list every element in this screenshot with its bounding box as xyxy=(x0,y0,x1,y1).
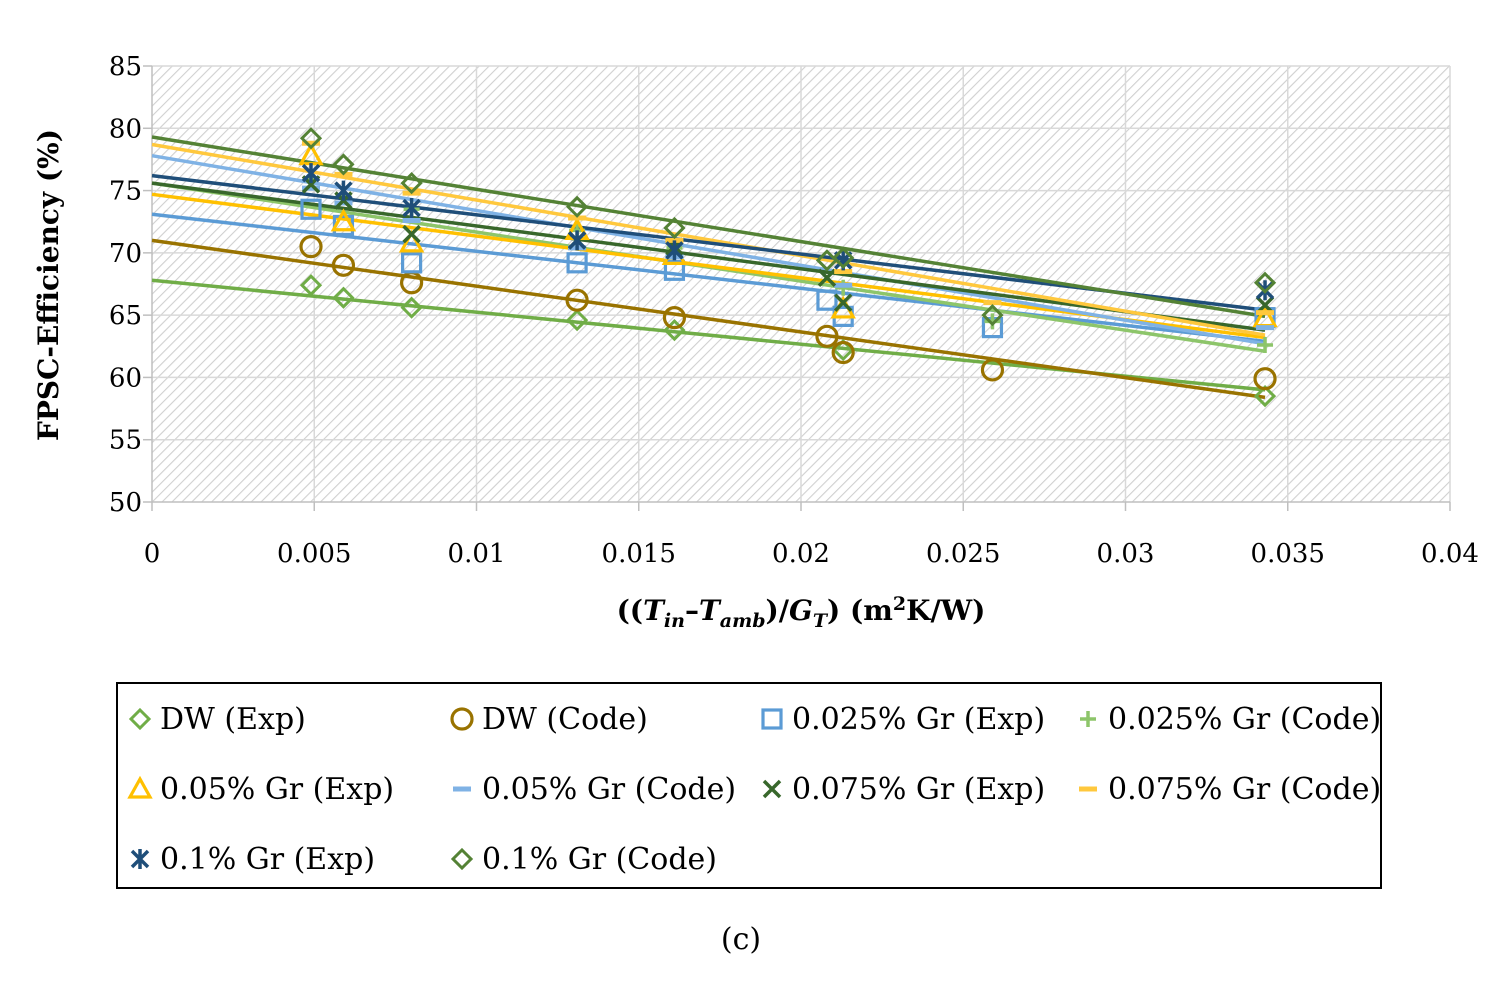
x-title-part: T xyxy=(643,594,666,627)
legend-label-1: DW (Code) xyxy=(482,702,648,737)
point-series-0 xyxy=(299,274,323,297)
x-title-part: in xyxy=(664,610,685,632)
point-series-9 xyxy=(299,127,323,150)
x-title-part: 2 xyxy=(893,593,906,615)
legend-marker-3 xyxy=(1080,711,1096,727)
point-series-3 xyxy=(984,313,1001,330)
legend-marker-8 xyxy=(130,849,150,869)
data-points xyxy=(298,127,1278,408)
tick-labels: 50 55 60 65 70 75 80 85 0 0.005 0.01 0.015 0.02 0.025… xyxy=(109,52,1479,569)
legend: DW (Exp) DW (Code) 0.025% Gr (Exp) 0.025% G… xyxy=(127,702,1381,877)
x-title-part: amb xyxy=(720,610,766,632)
point-series-8 xyxy=(334,180,353,201)
y-axis-title: FPSC-Efficiency (%) xyxy=(32,129,65,441)
point-series-0 xyxy=(565,309,589,332)
point-series-0 xyxy=(332,286,355,309)
x-axis-title: ((Tin–Tamb)/GT) (m2K/W) xyxy=(617,593,986,632)
x-tick-label: 0.02 xyxy=(772,539,830,569)
point-series-6 xyxy=(402,224,421,244)
x-title-part: K/W) xyxy=(906,594,985,627)
legend-marker-6 xyxy=(762,779,782,799)
y-tick-label: 60 xyxy=(109,363,142,393)
point-series-9 xyxy=(565,195,589,218)
point-series-1 xyxy=(565,288,589,312)
point-series-1 xyxy=(331,253,356,277)
y-tick-label: 80 xyxy=(109,114,142,144)
point-series-9 xyxy=(332,153,355,176)
legend-marker-2 xyxy=(761,708,783,730)
x-title-part: ) (m xyxy=(827,594,893,627)
point-series-2 xyxy=(663,259,686,281)
figure-caption: (c) xyxy=(721,922,761,957)
legend-label-3: 0.025% Gr (Code) xyxy=(1108,702,1381,737)
point-series-1 xyxy=(815,324,839,348)
point-series-0 xyxy=(1253,384,1277,408)
point-series-1 xyxy=(662,306,687,330)
point-series-2 xyxy=(401,252,423,274)
x-tick-label: 0 xyxy=(144,539,161,569)
x-tick-label: 0.01 xyxy=(448,539,506,569)
trendline-1 xyxy=(151,238,1266,400)
point-series-9 xyxy=(663,216,686,240)
x-tick-label: 0.04 xyxy=(1421,539,1479,569)
point-series-8 xyxy=(567,230,587,251)
x-tick-label: 0.005 xyxy=(277,539,351,569)
y-tick-label: 70 xyxy=(109,239,142,269)
point-series-8 xyxy=(665,240,684,261)
point-series-9 xyxy=(400,171,423,195)
point-series-3 xyxy=(1257,337,1274,354)
point-series-1 xyxy=(831,340,855,365)
x-tick-label: 0.035 xyxy=(1251,539,1325,569)
point-series-2 xyxy=(816,289,838,311)
legend-label-6: 0.075% Gr (Exp) xyxy=(792,772,1045,807)
legend-marker-1 xyxy=(450,707,474,731)
legend-label-7: 0.075% Gr (Code) xyxy=(1108,772,1381,807)
point-series-0 xyxy=(832,338,855,362)
x-title-part: )/ xyxy=(766,594,790,627)
legend-label-5: 0.05% Gr (Code) xyxy=(482,772,736,807)
point-series-4 xyxy=(398,229,425,253)
y-tick-label: 85 xyxy=(109,52,142,82)
point-series-6 xyxy=(817,268,837,288)
x-tick-label: 0.025 xyxy=(926,539,1000,569)
legend-marker-4 xyxy=(127,775,153,799)
point-series-4 xyxy=(330,208,357,232)
point-series-1 xyxy=(1253,367,1277,391)
point-series-2 xyxy=(566,252,588,274)
x-title-part: T xyxy=(699,594,722,627)
x-title-part: T xyxy=(813,610,829,632)
y-tick-label: 75 xyxy=(109,177,142,207)
point-series-6 xyxy=(833,293,853,312)
legend-label-8: 0.1% Gr (Exp) xyxy=(160,842,375,877)
y-tick-label: 55 xyxy=(109,426,142,456)
x-tick-label: 0.015 xyxy=(602,539,676,569)
gridlines xyxy=(152,65,1451,502)
legend-label-2: 0.025% Gr (Exp) xyxy=(792,702,1045,737)
legend-label-0: DW (Exp) xyxy=(160,702,306,737)
point-series-9 xyxy=(832,246,855,269)
legend-label-4: 0.05% Gr (Exp) xyxy=(160,772,394,807)
legend-marker-0 xyxy=(128,707,152,731)
legend-label-9: 0.1% Gr (Code) xyxy=(482,842,717,877)
point-series-9 xyxy=(1253,271,1277,294)
point-series-1 xyxy=(299,235,323,259)
point-series-1 xyxy=(980,358,1005,382)
y-tick-label: 50 xyxy=(109,488,142,518)
point-series-8 xyxy=(301,163,321,184)
legend-marker-9 xyxy=(450,847,474,871)
point-series-8 xyxy=(402,198,421,219)
x-tick-label: 0.03 xyxy=(1097,539,1155,569)
x-title-part: (( xyxy=(617,594,644,627)
y-tick-label: 65 xyxy=(109,301,142,331)
x-title-part: G xyxy=(789,594,813,627)
point-series-0 xyxy=(400,296,423,319)
x-title-part: – xyxy=(685,594,699,627)
point-series-9 xyxy=(981,304,1004,327)
point-series-2 xyxy=(300,198,322,220)
legend-box xyxy=(116,682,1382,889)
